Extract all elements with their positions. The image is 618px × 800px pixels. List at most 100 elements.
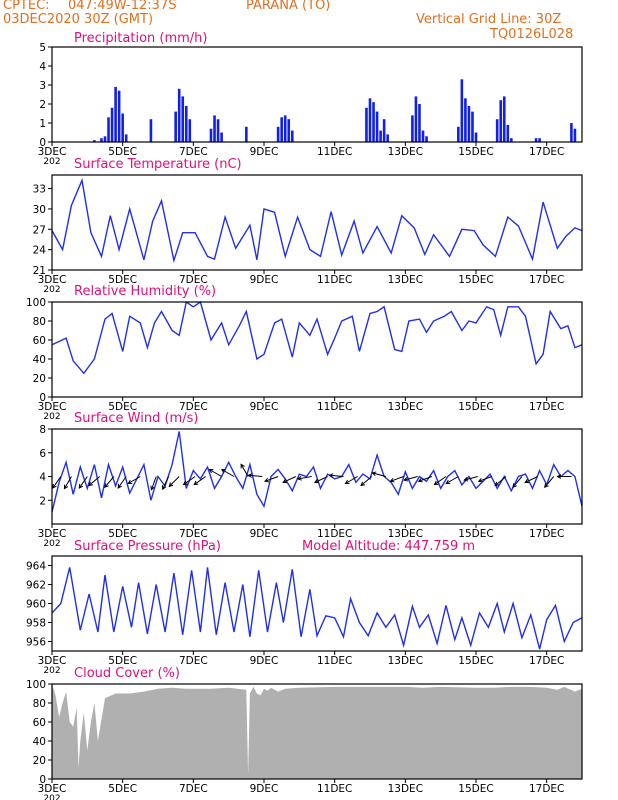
wind-vector xyxy=(64,476,72,489)
x-tick-label: 3DEC xyxy=(38,528,67,540)
y-tick-label: 964 xyxy=(26,561,46,573)
wind-vector-head xyxy=(389,477,395,483)
x-tick-label: 7DEC xyxy=(179,401,208,413)
precip-bar xyxy=(220,132,223,142)
wind-vector xyxy=(512,476,523,488)
x-year-label: 202 xyxy=(43,412,60,422)
x-tick-label: 13DEC xyxy=(388,146,423,158)
x-tick-label: 9DEC xyxy=(250,146,279,158)
x-tick-label: 17DEC xyxy=(529,783,564,795)
x-tick-label: 13DEC xyxy=(388,528,423,540)
wind-vector-head xyxy=(220,468,226,474)
y-tick-label: 27 xyxy=(33,224,46,236)
x-tick-label: 15DEC xyxy=(458,528,493,540)
wind-vector-head xyxy=(104,483,109,489)
x-tick-label: 17DEC xyxy=(529,401,564,413)
x-tick-label: 13DEC xyxy=(388,401,423,413)
precip-bar xyxy=(188,119,192,142)
x-tick-label: 9DEC xyxy=(250,528,279,540)
x-tick-label: 17DEC xyxy=(529,274,564,286)
precip-bar xyxy=(457,126,460,142)
y-tick-label: 958 xyxy=(26,618,46,630)
x-tick-label: 5DEC xyxy=(108,146,137,158)
x-tick-label: 3DEC xyxy=(38,655,67,667)
y-tick-label: 40 xyxy=(33,354,46,366)
y-tick-label: 21 xyxy=(33,265,46,277)
wind-vector xyxy=(52,476,62,489)
precip-bar xyxy=(382,119,386,142)
precip-bar xyxy=(506,124,510,142)
y-tick-label: 0 xyxy=(39,137,46,149)
wind-vector-head xyxy=(161,485,167,491)
wind-vector xyxy=(168,476,180,487)
x-tick-label: 13DEC xyxy=(388,783,423,795)
x-tick-label: 5DEC xyxy=(108,783,137,795)
wind-vector xyxy=(248,474,263,477)
precip-bar xyxy=(534,138,538,142)
wind-vector xyxy=(544,476,555,488)
y-tick-label: 4 xyxy=(39,472,46,484)
precip-bar xyxy=(216,119,220,142)
precip-bar xyxy=(474,132,478,142)
panel-title: Surface Pressure (hPa) xyxy=(74,539,221,554)
precip-bar xyxy=(495,119,499,142)
wind-vector-head xyxy=(313,478,319,484)
wind-vector xyxy=(117,476,127,489)
x-tick-label: 3DEC xyxy=(38,783,67,795)
wind-vector xyxy=(445,476,459,484)
precip-bar xyxy=(287,119,291,142)
precip-bar xyxy=(379,130,382,142)
wind-vector-head xyxy=(494,481,500,487)
y-tick-label: 40 xyxy=(33,736,46,748)
y-tick-label: 8 xyxy=(39,424,46,436)
wind-vector-head xyxy=(208,468,214,474)
precip-bar xyxy=(280,117,283,142)
precip-bar xyxy=(181,96,185,142)
wind-vector-head xyxy=(524,478,530,484)
header-grid-note: Vertical Grid Line: 30Z xyxy=(416,12,562,27)
precip-bar xyxy=(245,126,248,142)
x-tick-label: 15DEC xyxy=(458,146,493,158)
wind-vector xyxy=(314,476,328,483)
x-tick-label: 15DEC xyxy=(458,783,493,795)
panel-frame xyxy=(51,174,583,271)
x-tick-label: 15DEC xyxy=(458,655,493,667)
y-tick-label: 0 xyxy=(39,392,46,404)
wind-vector-head xyxy=(544,483,549,489)
x-year-label: 202 xyxy=(43,157,60,167)
y-tick-label: 2 xyxy=(39,99,46,111)
x-tick-label: 5DEC xyxy=(108,655,137,667)
panel-title: Surface Temperature (nC) xyxy=(74,157,242,172)
precip-bar xyxy=(414,96,418,142)
wind-vector-head xyxy=(168,482,174,488)
wind-vector-head xyxy=(247,473,253,478)
panel-5: 0 20 40 60 80 100 3DEC 5DEC 7DEC 9DEC 11DEC 13DEC 15… xyxy=(26,666,583,800)
y-tick-label: 4 xyxy=(39,61,46,73)
precip-bar xyxy=(425,136,428,142)
x-tick-label: 13DEC xyxy=(388,655,423,667)
precip-bar xyxy=(117,90,121,142)
wind-vector-head xyxy=(328,473,334,478)
x-tick-label: 3DEC xyxy=(38,274,67,286)
x-tick-label: 5DEC xyxy=(108,274,137,286)
header-init-time: 03DEC2020 30Z (GMT) xyxy=(3,12,154,27)
precip-bar xyxy=(93,140,96,142)
wind-vector-head xyxy=(556,474,562,479)
header-source: CPTEC: xyxy=(3,0,50,13)
x-tick-label: 11DEC xyxy=(317,146,352,158)
series-line xyxy=(51,567,583,650)
wind-vector-head xyxy=(63,484,69,490)
precip-bar xyxy=(209,128,213,142)
wind-vector xyxy=(345,476,358,484)
precip-bar xyxy=(103,136,107,142)
panel-annotation: Model Altitude: 447.759 m xyxy=(302,539,475,554)
y-tick-label: 6 xyxy=(39,448,46,460)
panel-frame xyxy=(51,301,583,398)
wind-vector-head xyxy=(263,477,270,483)
precip-bar xyxy=(177,88,181,142)
wind-vector xyxy=(282,476,297,483)
x-tick-label: 9DEC xyxy=(250,274,279,286)
wind-vector-head xyxy=(88,481,93,487)
x-tick-label: 15DEC xyxy=(458,401,493,413)
panel-title: Relative Humidity (%) xyxy=(74,284,216,299)
